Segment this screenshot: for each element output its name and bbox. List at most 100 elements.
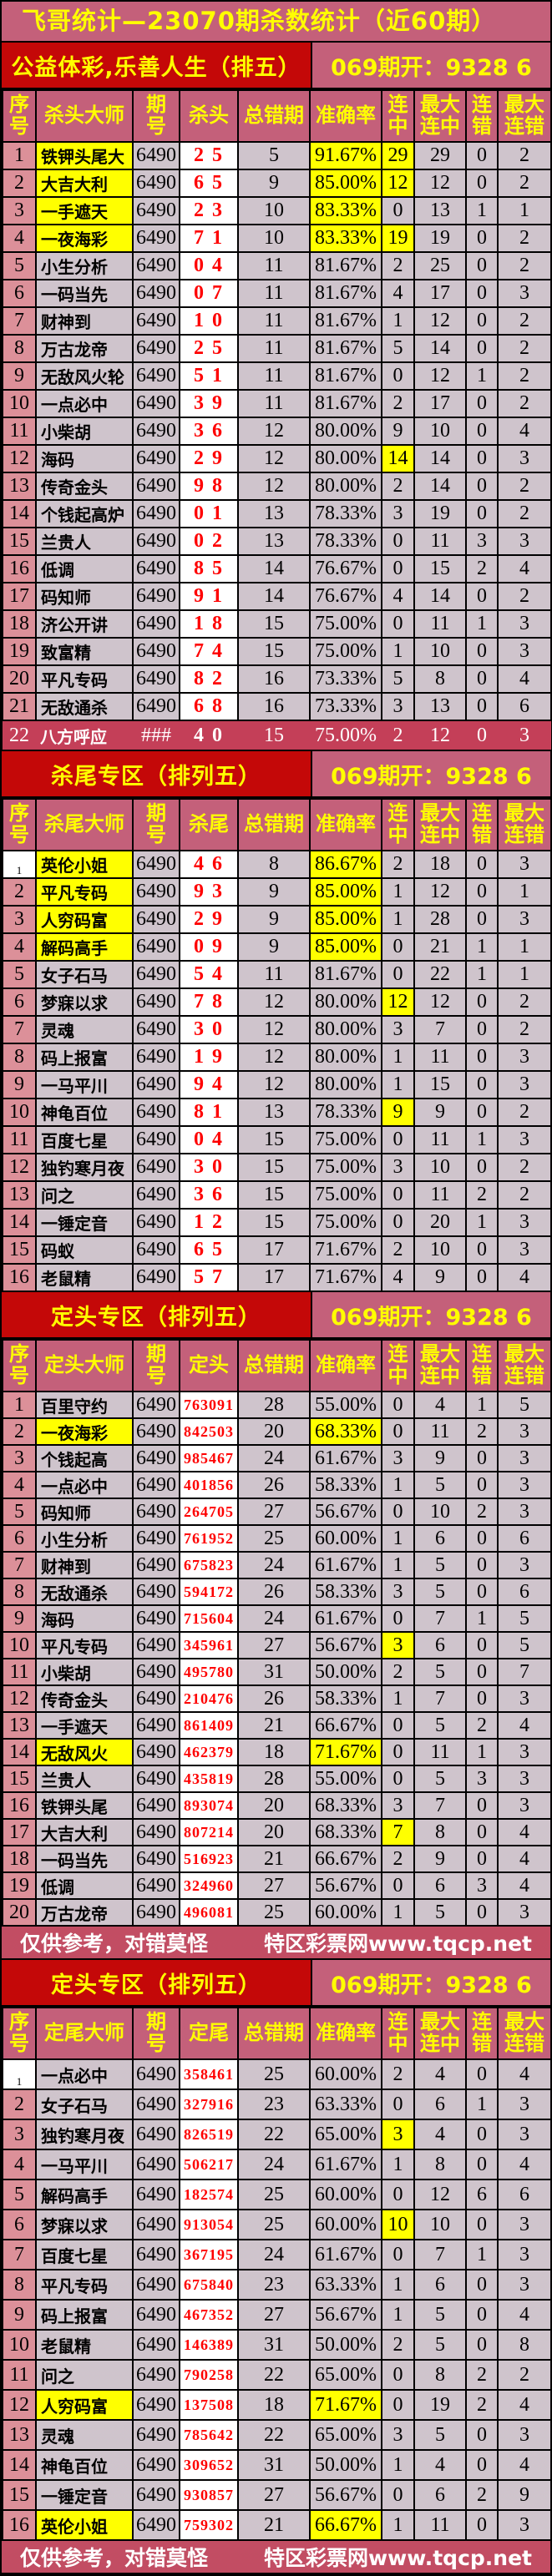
cell-master-name: 个钱起高 — [35, 1444, 134, 1472]
table-row: 2 女子石马 6490 327916 23 63.33% 0 6 1 3 — [2, 2089, 552, 2120]
cell-total-errors: 8 — [237, 850, 311, 879]
cell-current-miss: 0 — [465, 637, 499, 666]
cell-master-name: 码知师 — [35, 582, 134, 611]
cell-current-streak: 4 — [381, 582, 415, 611]
cell-issue: 6490 — [132, 2419, 180, 2451]
site-link[interactable]: 特区彩票网www.tqcp.net — [264, 1932, 532, 1956]
cell-current-miss: 0 — [465, 499, 499, 528]
cell-issue: 6490 — [132, 444, 180, 473]
table-row: 14 一锤定音 6490 1 2 15 75.00% 0 20 1 3 — [2, 1208, 552, 1237]
cell-index: 1 — [2, 850, 37, 879]
cell-issue: 6490 — [132, 877, 180, 907]
cell-current-streak: 2 — [381, 472, 415, 501]
cell-index: 3 — [2, 196, 37, 225]
cell-current-streak: 2 — [381, 251, 415, 280]
cell-total-errors: 18 — [237, 2389, 311, 2421]
table-row: 11 小柴胡 6490 3 6 12 80.00% 9 10 0 4 — [2, 417, 552, 446]
cell-max-miss: 3 — [497, 1551, 552, 1579]
table-row: 5 女子石马 6490 5 4 11 81.67% 0 22 1 1 — [2, 960, 552, 989]
cell-kill-numbers: 495780 — [179, 1658, 239, 1686]
cell-current-miss: 2 — [465, 1180, 499, 1210]
cell-current-streak: 12 — [381, 169, 415, 198]
cell-max-streak: 12 — [413, 169, 467, 198]
cell-index: 13 — [2, 1180, 37, 1210]
cell-current-streak: 1 — [381, 1551, 415, 1579]
cell-index: 6 — [2, 2209, 37, 2240]
cell-kill-numbers: 3 6 — [179, 417, 239, 446]
cell-current-streak: 1 — [381, 1070, 415, 1099]
site-link[interactable]: 特区彩票网www.tqcp.net — [264, 2546, 532, 2570]
cell-max-miss: 3 — [497, 2269, 552, 2301]
cell-current-miss: 1 — [465, 361, 499, 391]
cell-master-name: 人穷码富 — [35, 2389, 134, 2421]
cell-master-name: 码蚁 — [35, 1235, 134, 1265]
cell-max-streak: 7 — [413, 2239, 467, 2270]
cell-max-miss: 4 — [497, 554, 552, 583]
cell-max-streak: 5 — [413, 1578, 467, 1606]
cell-master-name: 独钓寒月夜 — [35, 1153, 134, 1182]
cell-max-streak: 5 — [413, 1765, 467, 1793]
cell-kill-numbers: 324960 — [179, 1871, 239, 1900]
cell-issue: 6490 — [132, 1098, 180, 1127]
cell-total-errors: 10 — [237, 196, 311, 225]
cell-accuracy: 78.33% — [309, 1098, 382, 1127]
cell-issue: 6490 — [132, 1417, 180, 1446]
cell-issue: 6490 — [132, 1043, 180, 1072]
table-row: 6 小生分析 6490 761952 25 60.00% 1 6 0 6 — [2, 1524, 552, 1553]
cell-total-errors: 24 — [237, 2149, 311, 2180]
cell-current-miss: 1 — [465, 1604, 499, 1633]
cell-total-errors: 21 — [237, 1845, 311, 1873]
cell-total-errors: 13 — [237, 499, 311, 528]
table-row: 10 一点必中 6490 3 9 11 81.67% 2 17 0 2 — [2, 389, 552, 418]
draw-result-label: 069期开：9328 6 — [312, 1292, 550, 1337]
cell-accuracy: 68.33% — [309, 1818, 382, 1846]
cell-issue: 6490 — [132, 2269, 180, 2301]
cell-accuracy: 61.67% — [309, 2239, 382, 2270]
cell-total-errors: 14 — [237, 554, 311, 583]
cell-issue: 6490 — [132, 1818, 180, 1846]
table-row: 19 低调 6490 324960 27 56.67% 0 6 3 4 — [2, 1871, 552, 1900]
cell-current-streak: 1 — [381, 1898, 415, 1927]
cell-index: 9 — [2, 361, 37, 391]
cell-max-streak: 7 — [413, 1604, 467, 1633]
cell-issue: 6490 — [132, 1471, 180, 1499]
cell-kill-numbers: 516923 — [179, 1845, 239, 1873]
table-row: 2 一夜海彩 6490 842503 20 68.33% 0 11 2 3 — [2, 1417, 552, 1446]
cell-index: 21 — [2, 692, 37, 721]
cell-current-streak: 2 — [381, 2058, 415, 2090]
column-header: 期 号 — [132, 2007, 180, 2060]
cell-max-miss: 2 — [497, 251, 552, 280]
header-row: 序 号定尾大师期 号定尾 总错期 准确率连 中最大 连中连 错最大 连错 — [2, 2007, 552, 2060]
cell-issue: 6490 — [132, 527, 180, 556]
cell-index: 20 — [2, 1898, 37, 1927]
cell-current-streak: 10 — [381, 2209, 415, 2240]
cell-current-streak: 29 — [381, 141, 415, 170]
table-row: 13 灵魂 6490 785642 22 65.00% 3 5 0 3 — [2, 2419, 552, 2451]
cell-issue: 6490 — [132, 905, 180, 934]
cell-accuracy: 56.67% — [309, 1871, 382, 1900]
cell-issue: 6490 — [132, 850, 180, 879]
cell-current-miss: 0 — [466, 720, 498, 751]
cell-index: 2 — [2, 2089, 37, 2120]
column-header: 最大 连中 — [413, 798, 467, 851]
cell-accuracy: 56.67% — [309, 1631, 382, 1659]
cell-current-miss: 0 — [465, 2119, 499, 2150]
cell-current-streak: 1 — [381, 1043, 415, 1072]
cell-master-name: 无敌风火 — [35, 1738, 134, 1766]
cell-index: 7 — [2, 2239, 37, 2270]
cell-current-streak: 1 — [381, 905, 415, 934]
cell-current-miss: 0 — [465, 1043, 499, 1072]
cell-master-name: 一马平川 — [35, 2149, 134, 2180]
table-row: 9 码上报富 6490 467352 27 56.67% 1 5 0 4 — [2, 2299, 552, 2331]
cell-issue: 6490 — [132, 251, 180, 280]
cell-accuracy: 63.33% — [309, 2269, 382, 2301]
cell-total-errors: 25 — [237, 2209, 311, 2240]
cell-kill-numbers: 3 6 — [179, 1180, 239, 1210]
cell-master-name: 兰贵人 — [35, 527, 134, 556]
cell-master-name: 财神到 — [35, 1551, 134, 1579]
table-row: 12 人穷码富 6490 137508 18 71.67% 0 19 2 4 — [2, 2389, 552, 2421]
cell-index: 1 — [2, 2058, 37, 2090]
cell-issue: 6490 — [132, 417, 180, 446]
column-header: 期 号 — [132, 798, 180, 851]
